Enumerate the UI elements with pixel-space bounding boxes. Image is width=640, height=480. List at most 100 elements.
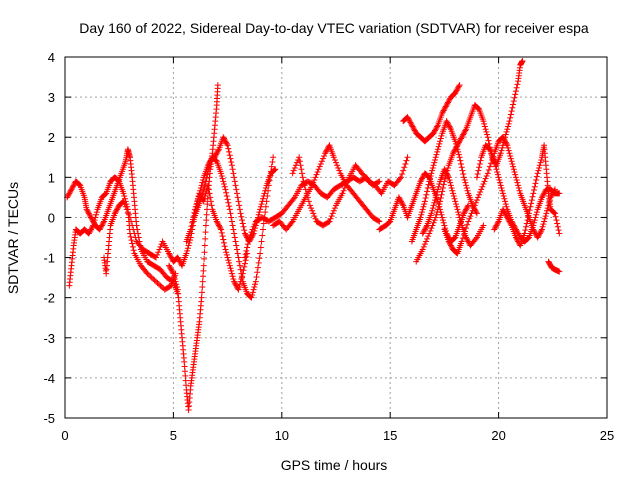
data-point <box>175 255 182 262</box>
data-point <box>509 160 516 167</box>
data-point <box>501 209 508 216</box>
data-point <box>434 189 441 196</box>
data-point <box>268 163 275 170</box>
data-point <box>422 238 429 245</box>
data-point <box>397 197 404 204</box>
data-point <box>223 249 230 256</box>
data-point <box>432 197 439 204</box>
data-point <box>299 174 306 181</box>
data-point <box>219 175 226 182</box>
data-point <box>260 226 267 233</box>
data-point <box>168 266 175 273</box>
data-point <box>429 167 436 174</box>
data-point <box>513 84 520 91</box>
data-point <box>445 122 452 129</box>
data-point <box>198 182 205 189</box>
data-point <box>544 205 551 212</box>
data-point <box>498 147 505 154</box>
data-point <box>201 249 208 256</box>
data-point <box>430 219 437 226</box>
data-point <box>427 227 434 234</box>
data-point <box>321 152 328 159</box>
data-point <box>190 213 197 220</box>
data-point <box>515 185 522 192</box>
data-point <box>318 158 325 165</box>
data-point <box>330 207 337 214</box>
data-point <box>427 172 434 179</box>
data-point <box>404 154 411 161</box>
data-point <box>98 222 105 229</box>
data-point <box>455 140 462 147</box>
data-point <box>246 234 253 241</box>
data-point <box>242 257 249 264</box>
data-point <box>311 177 318 184</box>
data-point <box>513 235 520 242</box>
data-point <box>504 214 511 221</box>
data-point <box>173 281 180 288</box>
data-point <box>440 181 447 188</box>
data-point <box>235 254 242 261</box>
data-point <box>436 201 443 208</box>
data-point <box>85 210 92 217</box>
data-point <box>541 215 548 222</box>
data-point <box>237 278 244 285</box>
data-point <box>303 190 310 197</box>
data-point <box>508 108 515 115</box>
data-point <box>441 166 448 173</box>
data-point <box>85 230 92 237</box>
y-tick-label: -3 <box>43 331 55 346</box>
data-point <box>248 294 255 301</box>
data-point <box>200 267 207 274</box>
data-point <box>143 269 150 276</box>
data-point <box>434 186 441 193</box>
data-point <box>537 229 544 236</box>
data-point <box>400 167 407 174</box>
data-point <box>236 206 243 213</box>
data-point <box>234 250 241 257</box>
data-point <box>422 195 429 202</box>
data-point <box>341 185 348 192</box>
data-point <box>220 178 227 185</box>
data-point <box>289 170 296 177</box>
data-point <box>233 282 240 289</box>
data-point <box>449 187 456 194</box>
data-points <box>64 58 563 413</box>
data-point <box>531 219 538 226</box>
data-point <box>242 251 249 258</box>
data-point <box>501 136 508 143</box>
series-trace-16 <box>473 142 563 245</box>
data-point <box>231 178 238 185</box>
data-point <box>505 217 512 224</box>
data-point <box>480 222 487 229</box>
data-point <box>428 170 435 177</box>
data-point <box>199 283 206 290</box>
data-point <box>539 193 546 200</box>
data-point <box>465 238 472 245</box>
data-point <box>493 222 500 229</box>
data-point <box>535 167 542 174</box>
data-point <box>201 183 208 190</box>
data-point <box>438 211 445 218</box>
data-point <box>93 209 100 216</box>
data-point <box>422 225 429 232</box>
data-point <box>232 238 239 245</box>
data-point <box>431 199 438 206</box>
x-tick-label: 5 <box>170 428 177 443</box>
data-point <box>207 194 214 201</box>
data-point <box>438 132 445 139</box>
data-point <box>462 127 469 134</box>
data-point <box>310 210 317 217</box>
data-point <box>75 181 82 188</box>
data-point <box>236 258 243 265</box>
data-point <box>477 157 484 164</box>
data-point <box>421 226 428 233</box>
data-point <box>461 209 468 216</box>
data-point <box>454 142 461 149</box>
data-point <box>429 207 436 214</box>
data-point <box>396 175 403 182</box>
data-point <box>437 138 444 145</box>
data-point <box>202 222 209 229</box>
data-point <box>502 201 509 208</box>
data-point <box>127 233 134 240</box>
data-point <box>450 193 457 200</box>
